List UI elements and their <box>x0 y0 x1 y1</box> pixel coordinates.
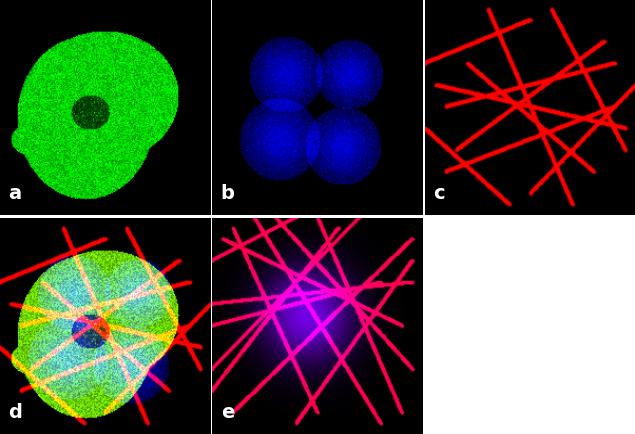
Text: c: c <box>433 184 444 203</box>
Text: a: a <box>8 184 22 203</box>
Text: e: e <box>221 402 234 421</box>
Text: d: d <box>8 402 22 421</box>
Text: b: b <box>221 184 235 203</box>
